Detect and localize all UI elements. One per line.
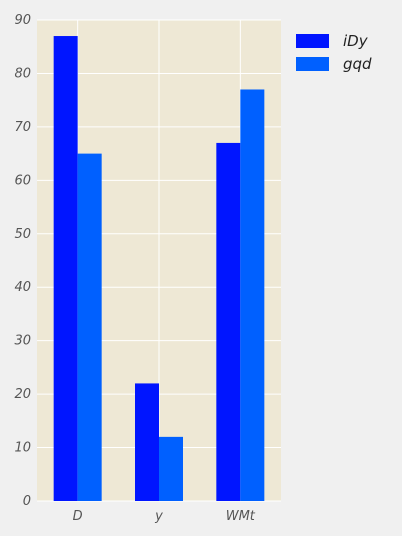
x-tick-label: WMt — [226, 509, 256, 524]
bars — [53, 36, 265, 502]
legend-label: gqd — [343, 55, 372, 73]
bar-iDy-y — [135, 383, 159, 501]
y-tick-label: 0 — [23, 494, 31, 509]
x-tick-label: D — [73, 509, 83, 524]
y-tick-label: 70 — [14, 120, 31, 135]
y-tick-label: 90 — [14, 13, 31, 28]
y-tick-label: 50 — [14, 227, 31, 242]
bar-iDy-WMt — [216, 142, 241, 501]
y-tick-label: 40 — [14, 280, 31, 295]
legend: iDy gqd — [296, 32, 372, 73]
x-tick-label: y — [154, 509, 163, 524]
y-axis-ticks: 0 10 20 30 40 50 60 70 80 90 — [14, 13, 31, 509]
bar-gqd-D — [77, 153, 102, 501]
legend-swatch — [296, 57, 329, 71]
y-tick-label: 80 — [14, 66, 31, 81]
y-tick-label: 60 — [14, 173, 31, 188]
bar-gqd-y — [159, 436, 183, 501]
y-tick-label: 10 — [14, 441, 31, 456]
y-tick-label: 30 — [14, 334, 31, 349]
legend-swatch — [296, 34, 329, 48]
y-tick-label: 20 — [14, 387, 31, 402]
bar-gqd-WMt — [240, 89, 265, 501]
legend-label: iDy — [343, 32, 369, 50]
bar-iDy-D — [53, 36, 78, 502]
